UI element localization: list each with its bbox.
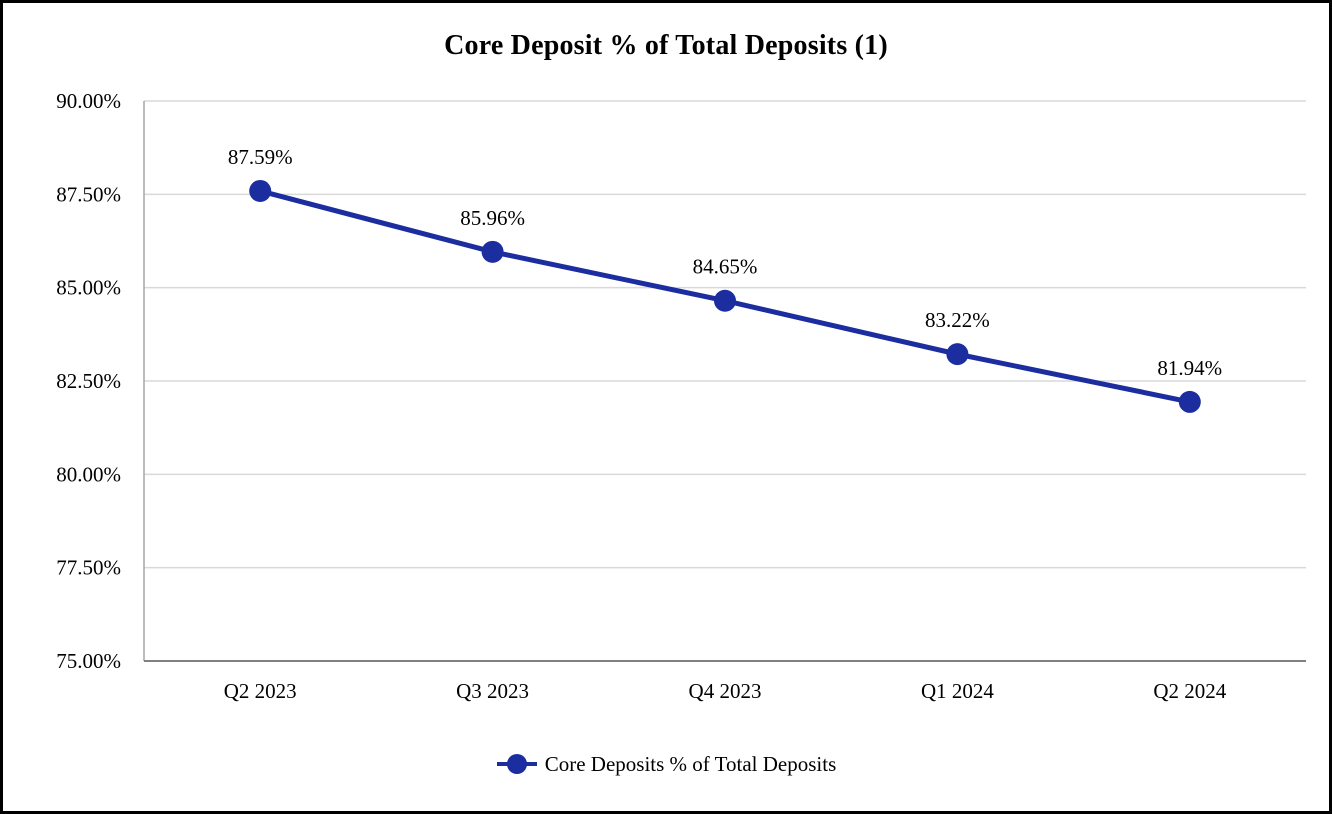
y-axis-tick-label: 82.50% — [56, 369, 121, 393]
data-point-label: 83.22% — [925, 308, 990, 332]
x-axis-category-label: Q1 2024 — [921, 679, 994, 703]
data-point-marker — [249, 179, 272, 202]
data-point-label: 87.59% — [228, 145, 293, 169]
legend-dot-icon — [506, 754, 527, 774]
data-point-marker — [1178, 390, 1201, 413]
line-chart-plot-area: 75.00% 77.50% 80.00% 82.50% 85.00% 87.50% 90.0… — [56, 89, 1306, 703]
x-axis-category-label: Q2 2023 — [224, 679, 297, 703]
data-point-marker — [946, 343, 969, 366]
y-axis-tick-label: 75.00% — [56, 649, 121, 673]
y-axis-tick-label: 90.00% — [56, 89, 121, 113]
data-point-marker — [481, 240, 504, 263]
data-point-label: 81.94% — [1157, 356, 1222, 380]
data-point-label: 84.65% — [693, 255, 758, 279]
legend-series-marker-icon — [496, 754, 537, 774]
chart-title: Core Deposit % of Total Deposits (1) — [444, 30, 888, 61]
y-axis-tick-label: 80.00% — [56, 462, 121, 486]
x-axis-category-label: Q3 2023 — [456, 679, 529, 703]
legend-label: Core Deposits % of Total Deposits — [544, 751, 837, 776]
y-axis-tick-label: 87.50% — [56, 182, 121, 206]
legend: Core Deposits % of Total Deposits — [3, 747, 1329, 781]
data-point-label: 85.96% — [460, 206, 525, 230]
y-axis-tick-label: 85.00% — [56, 276, 121, 300]
x-axis-category-label: Q4 2023 — [689, 679, 762, 703]
y-axis-tick-label: 77.50% — [56, 556, 121, 580]
data-point-marker — [714, 289, 736, 312]
x-axis-category-label: Q2 2024 — [1153, 679, 1226, 703]
